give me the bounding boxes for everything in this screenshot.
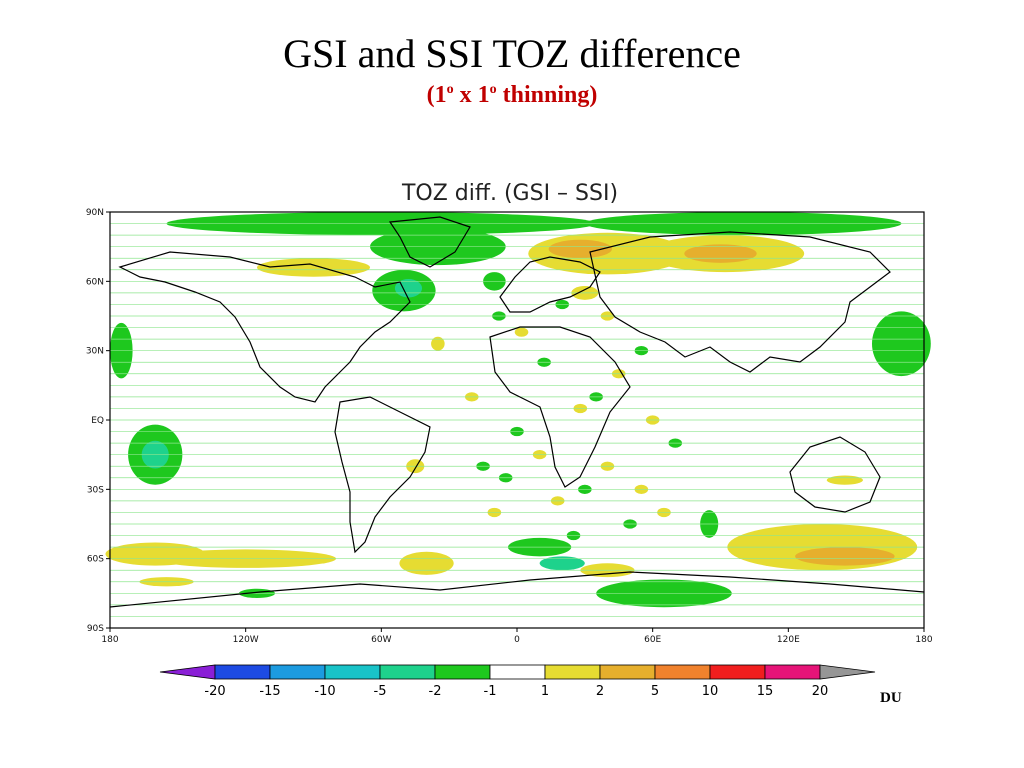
colorbar-level-label: 10 [702,684,719,699]
difference-region-12 [871,311,931,377]
subtitle-degree-1: o [446,82,454,97]
coast-antarctica [109,571,925,608]
colorbar-level-label: 2 [596,684,604,699]
colorbar-level-label: 15 [757,684,774,699]
colorbar-level-label: 5 [651,684,659,699]
colorbar-level-label: -15 [259,684,280,699]
coast-north-america [118,251,411,403]
toz-difference-map: TOZ diff. (GSI – SSI) 90N60N30NEQ30S60S9… [86,181,933,699]
difference-region-29 [826,475,863,485]
colorbar-swatch [544,664,601,680]
y-tick-label: 90S [87,624,104,634]
slide-subtitle: (1o x 1o thinning) [0,82,1024,109]
colorbar-level-label: -5 [374,684,387,699]
coast-europe [499,256,601,313]
x-tick-label: 180 [101,635,118,645]
coastlines [109,216,925,608]
colorbar-swatch-high [819,664,876,680]
coast-australia [789,436,881,513]
colorbar-swatch [269,664,326,680]
latitude-gridlines [110,223,924,617]
coast-africa [489,326,631,488]
colorbar-swatch [434,664,491,680]
x-tick-label: 180 [915,635,932,645]
colorbar-swatch [489,664,546,680]
difference-region-16 [431,336,445,351]
longitude-axis: 180 120W 60W 0 60E 120E 180 [101,628,933,645]
colorbar-swatch-low [159,664,216,680]
difference-speckle-2 [514,327,529,337]
slide-title: GSI and SSI TOZ difference [283,31,741,76]
x-tick-label: 60E [644,635,661,645]
colorbar-swatch [324,664,381,680]
colorbar-unit-label: DU [880,690,902,706]
difference-region-8 [256,258,371,277]
subtitle-part-2: x 1 [453,82,490,108]
coast-greenland [388,216,471,268]
y-tick-label: 90N [86,208,104,218]
difference-region-5 [548,239,612,259]
x-tick-label: 0 [514,635,520,645]
subtitle-part-1: (1 [426,82,447,108]
colorbar-swatch [764,664,821,680]
colorbar-swatch [654,664,711,680]
colorbar: -20 -15 -10 -5 -2 -1 1 2 5 10 15 20 [159,664,876,699]
y-tick-label: 60N [86,277,104,287]
colorbar-swatch [214,664,271,680]
difference-region-23 [795,547,895,566]
map-title: TOZ diff. (GSI – SSI) [401,181,618,206]
difference-region-26 [539,556,585,571]
colorbar-level-label: -20 [204,684,225,699]
colorbar-swatch [379,664,436,680]
colorbar-level-label: 1 [541,684,549,699]
x-tick-label: 120E [777,635,800,645]
coast-asia [589,231,891,373]
y-tick-label: 30N [86,347,104,357]
x-tick-label: 120W [233,635,259,645]
y-tick-label: EQ [91,416,104,426]
subtitle-degree-2: o [489,82,497,97]
x-tick-label: 60W [371,635,391,645]
y-tick-label: 30S [87,485,104,495]
difference-region-21 [399,551,454,575]
subtitle-part-3: thinning) [496,82,598,108]
difference-region-7 [684,244,757,263]
colorbar-level-label: -10 [314,684,335,699]
latitude-axis: 90N 60N 30N EQ 30S 60S 90S [86,208,110,634]
colorbar-swatch [709,664,766,680]
colorbar-level-label: -2 [429,684,442,699]
coast-south-america [334,396,431,554]
colorbar-level-label: -1 [484,684,497,699]
colorbar-level-label: 20 [812,684,829,699]
y-tick-label: 60S [87,555,104,565]
colorbar-swatch [599,664,656,680]
